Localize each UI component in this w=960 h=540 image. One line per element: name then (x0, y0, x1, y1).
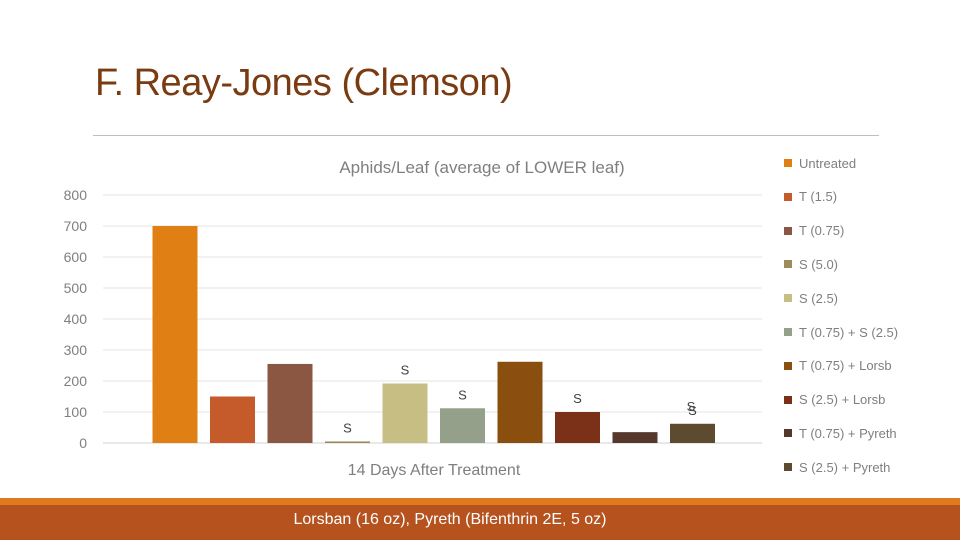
legend-label: S (5.0) (799, 256, 839, 272)
y-tick-label: 0 (79, 435, 87, 451)
y-axis-ticks: 0 100 200 300 400 500 600 700 800 (64, 187, 88, 451)
bars (152, 226, 715, 443)
y-tick-label: 600 (64, 249, 88, 265)
legend-label: S (2.5) + Pyreth (799, 459, 891, 475)
legend-swatch (784, 159, 792, 167)
legend-item: S (2.5) + Lorsb (784, 391, 885, 409)
legend-swatch (784, 429, 792, 438)
slide-title: F. Reay-Jones (Clemson) (95, 62, 513, 104)
legend-swatch (784, 226, 792, 235)
bar-8 (555, 412, 600, 443)
legend-swatch (784, 361, 792, 370)
bar-3 (267, 363, 313, 443)
bar-6 (440, 408, 485, 443)
legend-swatch (784, 395, 792, 404)
legend-item: T (0.75) + S (2.5) (784, 323, 898, 341)
bar-annotation: S (573, 391, 582, 406)
gridlines (103, 194, 762, 444)
legend-swatch (784, 260, 792, 269)
bar-annotations: SSS SSS (343, 362, 697, 435)
bar-4 (325, 441, 370, 443)
legend-label: T (0.75) (799, 223, 845, 239)
legend-item: T (0.75) + Lorsb (784, 357, 892, 375)
y-tick-label: 800 (64, 187, 88, 203)
bar-annotation: S (343, 420, 352, 435)
legend-swatch (784, 192, 792, 201)
y-tick-label: 500 (64, 280, 88, 296)
y-tick-label: 200 (64, 373, 88, 389)
legend-item: T (0.75) + Pyreth (784, 424, 897, 442)
x-axis-label: 14 Days After Treatment (348, 462, 521, 479)
bar-annotation: S (687, 399, 696, 414)
legend-item: S (2.5) + Pyreth (784, 458, 890, 476)
title-divider (93, 135, 879, 136)
y-tick-label: 700 (64, 218, 88, 234)
bar-10 (670, 423, 715, 443)
legend-item: T (1.5) (784, 188, 837, 206)
footer-text: Lorsban (16 oz), Pyreth (Bifenthrin 2E, … (293, 511, 607, 528)
bar-1 (152, 226, 198, 443)
chart-title: Aphids/Leaf (average of LOWER leaf) (339, 158, 624, 177)
footer-bar: Lorsban (16 oz), Pyreth (Bifenthrin 2E, … (0, 498, 960, 540)
legend-item: T (0.75) (784, 222, 844, 240)
bar-annotation: S (688, 403, 697, 418)
legend-swatch (784, 294, 792, 303)
legend-label: S (2.5) (799, 290, 839, 306)
y-tick-label: 400 (64, 311, 88, 327)
legend-item: Untreated (784, 154, 856, 172)
y-tick-label: 300 (64, 342, 88, 358)
legend-label: S (2.5) + Lorsb (799, 392, 886, 408)
legend-item: S (5.0) (784, 255, 838, 273)
bar-9 (612, 432, 658, 443)
bar-annotation: S (401, 362, 410, 377)
legend-label: Untreated (799, 155, 857, 171)
bar-5 (382, 383, 428, 443)
bar-7 (497, 361, 543, 443)
footer-accent (0, 498, 960, 505)
y-tick-label: 100 (64, 404, 88, 420)
legend-label: T (1.5) (799, 189, 838, 205)
bar-2 (210, 396, 255, 443)
legend-label: T (0.75) + S (2.5) (799, 324, 899, 340)
legend-swatch (784, 328, 792, 336)
legend-item: S (2.5) (784, 289, 838, 307)
legend-label: T (0.75) + Lorsb (799, 358, 892, 374)
legend-label: T (0.75) + Pyreth (799, 425, 897, 441)
legend-swatch (784, 463, 792, 472)
bar-annotation: S (458, 387, 467, 402)
